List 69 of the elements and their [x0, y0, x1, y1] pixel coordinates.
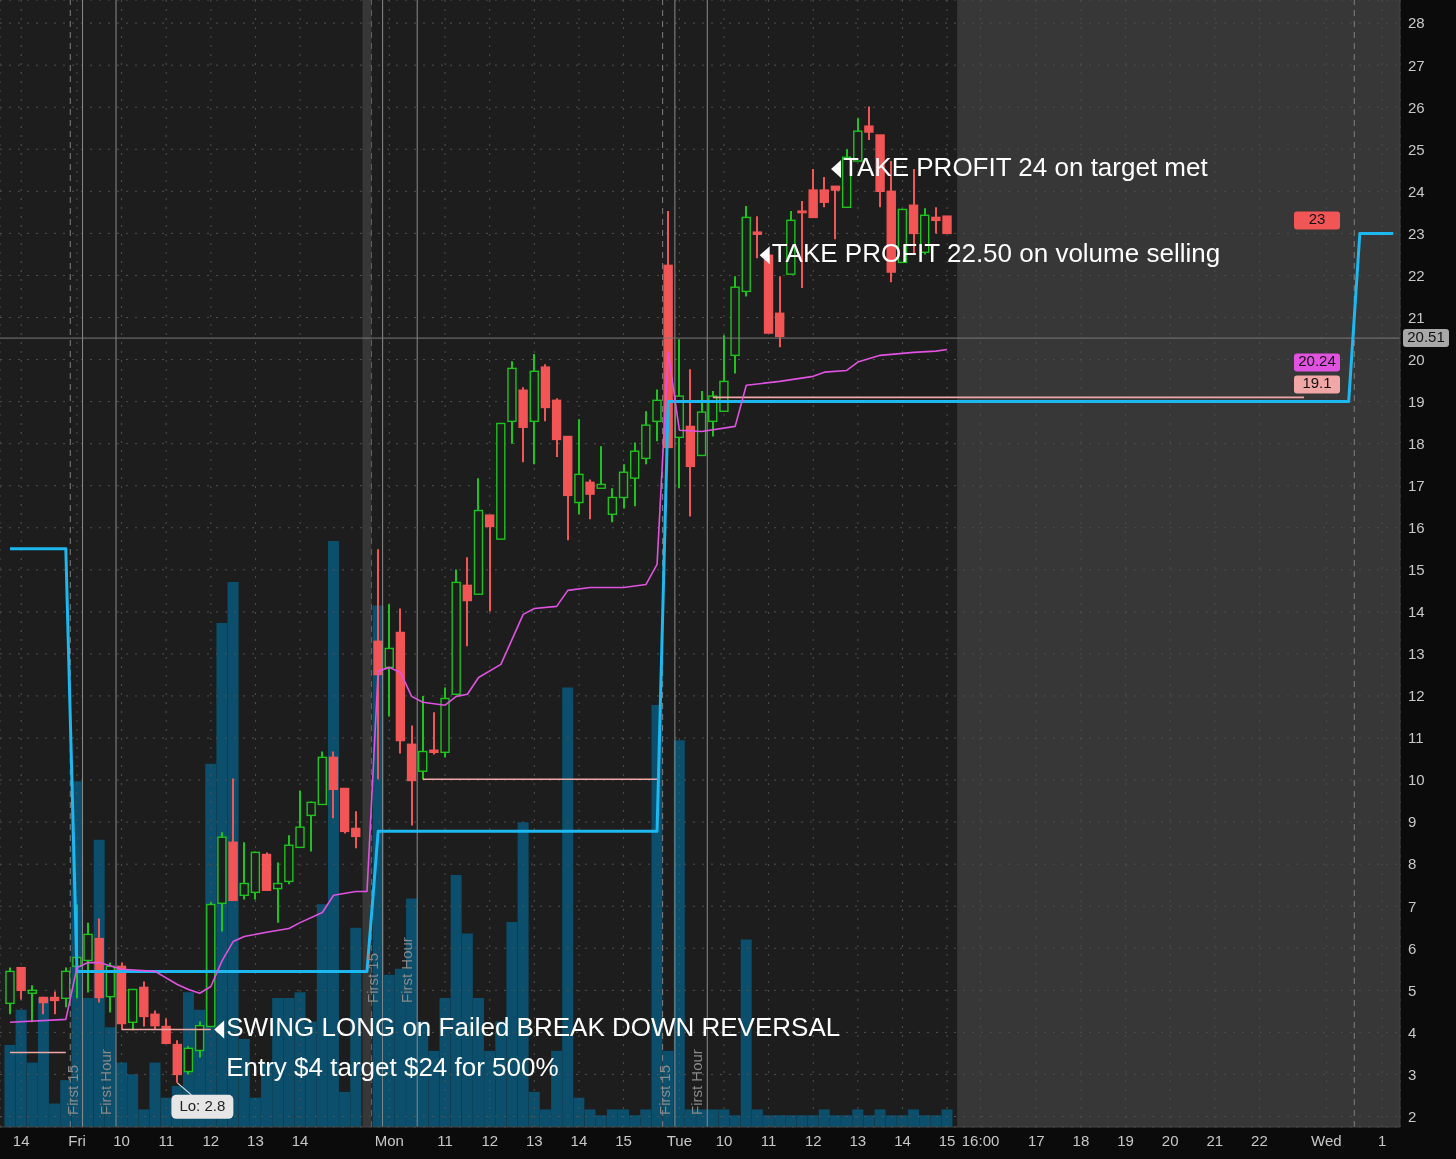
y-tick-label: 3 [1408, 1065, 1417, 1083]
annotation: First 15 [363, 952, 381, 1003]
y-tick-label: 17 [1408, 477, 1425, 495]
x-tick-label: 12 [202, 1131, 220, 1149]
y-tick-label: 26 [1408, 98, 1425, 116]
y-tick-label: 8 [1408, 855, 1417, 873]
y-tick-label: 22 [1408, 266, 1425, 284]
annotation: First Hour [97, 1049, 115, 1115]
x-tick-label: 19 [1117, 1131, 1134, 1149]
x-tick-label: 22 [1251, 1131, 1268, 1149]
annotation: Entry $4 target $24 for 500% [226, 1052, 559, 1083]
y-tick-label: 13 [1408, 645, 1425, 663]
y-tick-label: 21 [1408, 308, 1425, 326]
y-tick-label: 18 [1408, 434, 1425, 452]
x-tick-label: 10 [113, 1131, 130, 1149]
x-tick-label: 15 [615, 1131, 632, 1149]
annotation: SWING LONG on Failed BREAK DOWN REVERSAL [226, 1012, 841, 1043]
y-tick-label: 7 [1408, 897, 1417, 915]
y-tick-label: 24 [1408, 182, 1425, 200]
annotation: 23 [1308, 210, 1326, 228]
x-tick-label: 1 [1377, 1131, 1387, 1149]
ref-line-label: 20.51 [1407, 328, 1445, 346]
x-tick-label: 20 [1161, 1131, 1179, 1149]
x-tick-label: 14 [12, 1131, 30, 1149]
y-tick-label: 6 [1408, 939, 1417, 957]
x-tick-label: 14 [894, 1131, 911, 1149]
annotation: First 15 [63, 1064, 81, 1115]
x-tick-label: Mon [374, 1131, 404, 1149]
y-tick-label: 16 [1408, 519, 1425, 537]
y-tick-label: 2 [1408, 1107, 1417, 1125]
x-tick-label: Wed [1311, 1131, 1342, 1149]
y-tick-label: 23 [1408, 224, 1425, 242]
x-tick-label: 13 [247, 1131, 264, 1149]
annotation: 20.24 [1298, 352, 1336, 370]
annotation: First Hour [688, 1049, 706, 1115]
annotation: First 15 [655, 1064, 673, 1115]
x-tick-label: 18 [1072, 1131, 1090, 1149]
y-tick-label: 20 [1408, 350, 1425, 368]
x-tick-label: 11 [760, 1131, 777, 1149]
y-tick-label: 5 [1408, 981, 1417, 999]
y-tick-label: 10 [1408, 771, 1425, 789]
y-tick-label: 9 [1408, 813, 1417, 831]
y-tick-label: 28 [1408, 14, 1425, 32]
y-tick-label: 15 [1408, 561, 1425, 579]
y-tick-label: 12 [1408, 687, 1425, 705]
y-tick-label: 25 [1408, 140, 1425, 158]
x-tick-label: Tue [666, 1131, 693, 1149]
x-tick-label: 12 [481, 1131, 499, 1149]
x-tick-label: 16:00 [961, 1131, 1000, 1149]
x-tick-label: 12 [804, 1131, 822, 1149]
x-tick-label: 10 [715, 1131, 733, 1149]
x-tick-label: 11 [437, 1131, 453, 1149]
x-tick-label: 14 [570, 1131, 588, 1149]
y-tick-label: 4 [1408, 1023, 1417, 1041]
x-tick-label: 13 [849, 1131, 867, 1149]
x-tick-label: 15 [938, 1131, 956, 1149]
annotation: 19.1 [1302, 374, 1332, 392]
y-tick-label: 11 [1408, 729, 1424, 747]
annotation: Lo: 2.8 [179, 1096, 226, 1114]
y-tick-label: 19 [1408, 392, 1425, 410]
y-tick-label: 14 [1408, 603, 1425, 621]
x-tick-label: Fri [68, 1131, 86, 1149]
x-tick-label: 11 [158, 1131, 174, 1149]
annotation: First Hour [398, 937, 416, 1003]
x-tick-label: 14 [291, 1131, 309, 1149]
y-tick-label: 27 [1408, 56, 1425, 74]
x-tick-label: 21 [1206, 1131, 1224, 1149]
x-tick-label: 13 [526, 1131, 543, 1149]
x-tick-label: 17 [1027, 1131, 1045, 1149]
